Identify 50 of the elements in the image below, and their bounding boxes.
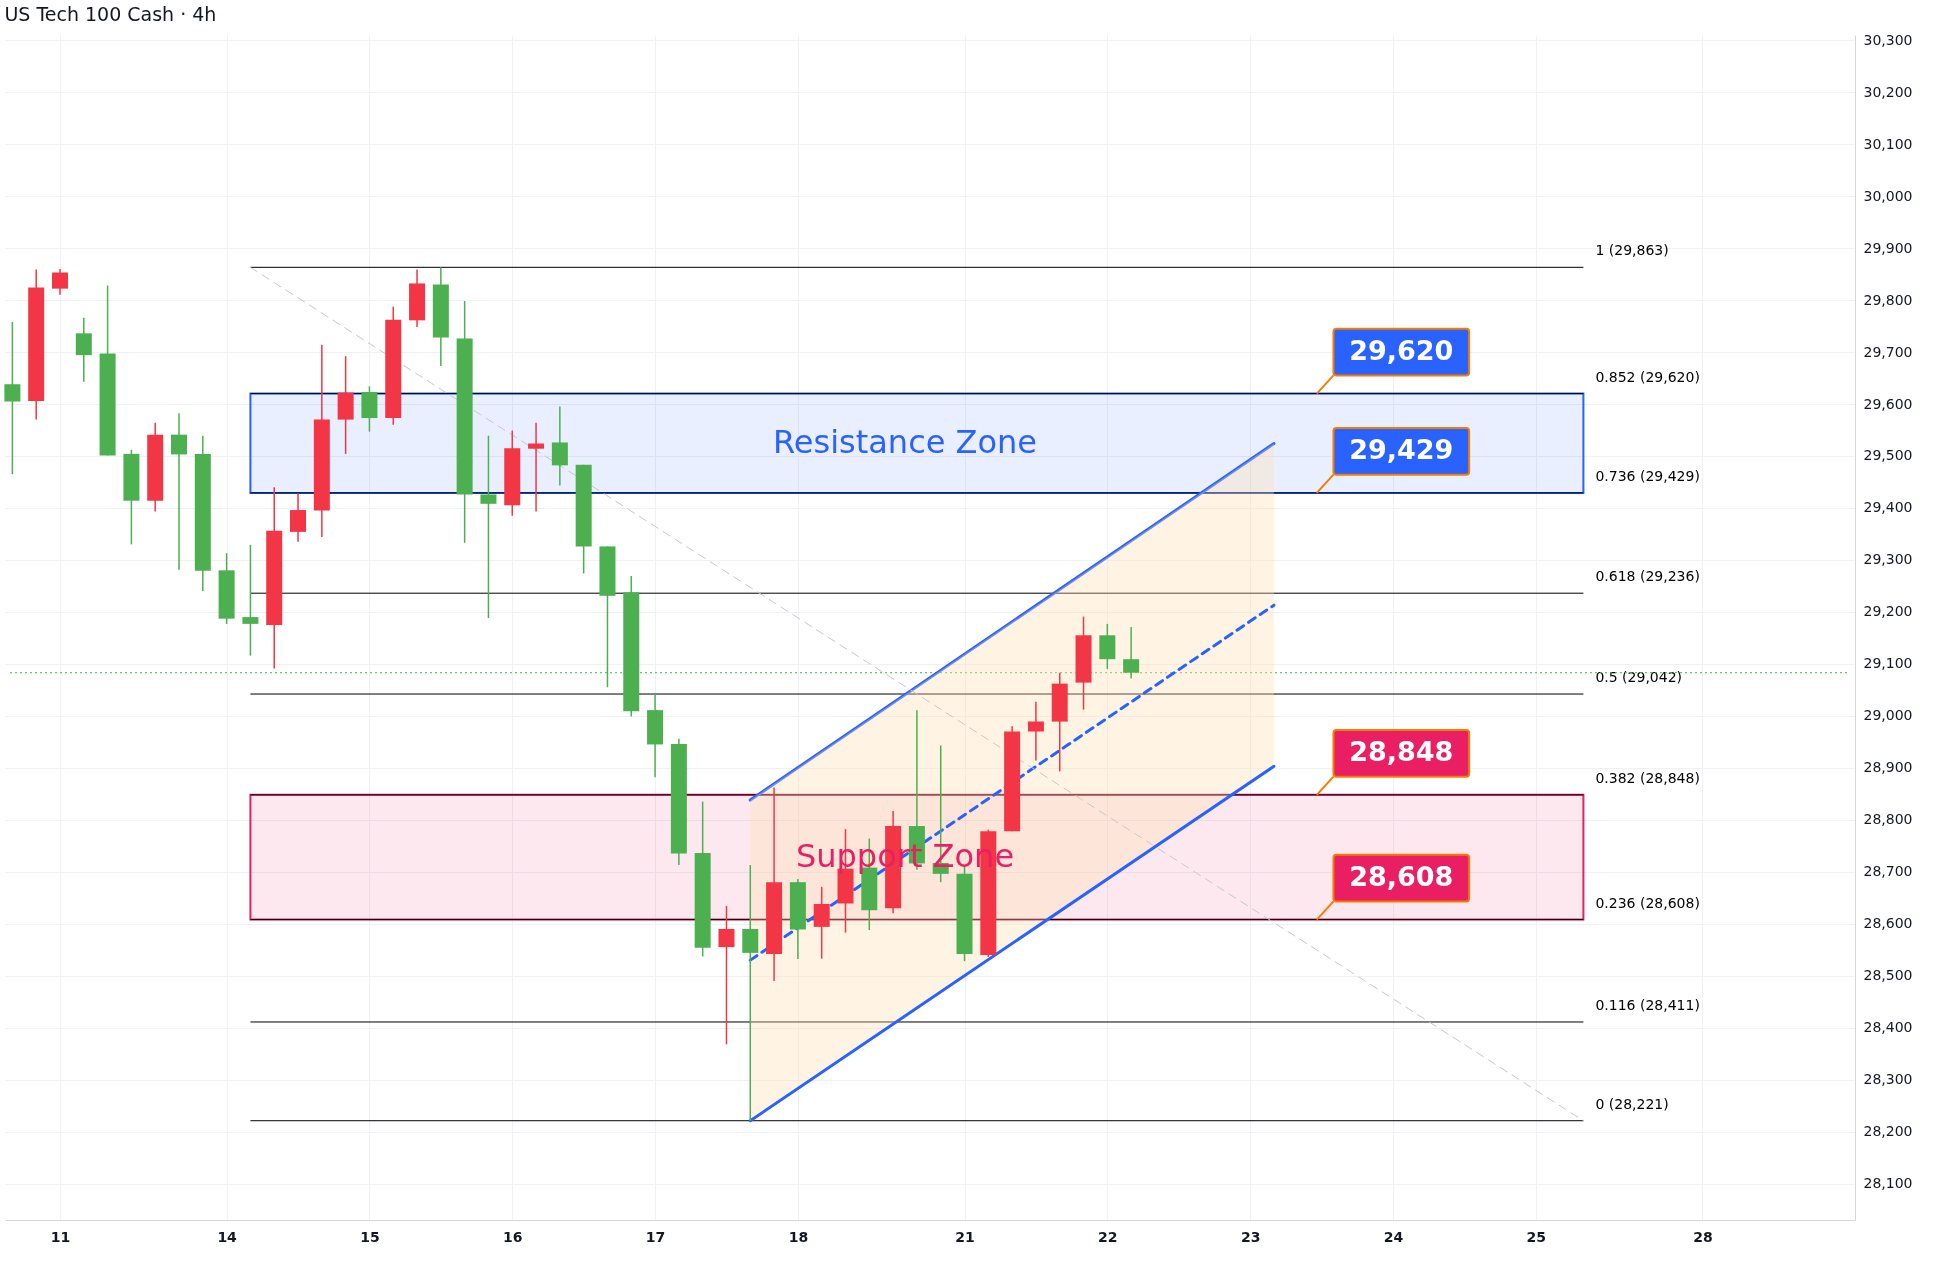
x-tick-label: 16 (503, 1228, 523, 1245)
y-tick-label: 28,500 (1863, 967, 1913, 984)
y-tick-label: 29,300 (1863, 551, 1913, 568)
annotation: 28,608 (1349, 861, 1454, 893)
y-tick-label: 28,600 (1863, 915, 1913, 932)
ref-line-label: 0.852 (29,620) (1595, 368, 1700, 385)
y-tick-label: 28,400 (1863, 1019, 1913, 1036)
y-tick-label: 29,700 (1863, 343, 1913, 360)
band-label: Resistance Zone (772, 423, 1038, 462)
ref-line-label: 0.5 (29,042) (1595, 669, 1683, 686)
x-tick-label: 17 (645, 1228, 666, 1245)
ref-line-label: 0.618 (29,236) (1595, 568, 1700, 585)
y-tick-label: 29,600 (1863, 395, 1913, 412)
y-tick-label: 29,100 (1863, 655, 1913, 672)
ref-line-label: 0 (28,221) (1595, 1095, 1669, 1112)
x-tick-label: 23 (1240, 1228, 1261, 1245)
x-tick-label: 15 (360, 1228, 380, 1245)
ref-line-label: 1 (29,863) (1595, 242, 1669, 259)
y-tick-label: 29,800 (1863, 291, 1913, 308)
y-tick-label: 28,900 (1863, 759, 1913, 776)
y-tick-label: 29,500 (1863, 447, 1913, 464)
y-tick-label: 28,300 (1863, 1071, 1913, 1088)
x-tick-label: 24 (1383, 1228, 1404, 1245)
x-tick-label: 25 (1526, 1228, 1547, 1245)
x-tick-label: 28 (1693, 1228, 1713, 1245)
y-tick-label: 29,200 (1863, 603, 1913, 620)
y-tick-label: 28,800 (1863, 811, 1913, 828)
ref-line-label: 0.236 (28,608) (1595, 894, 1700, 911)
y-tick-label: 30,100 (1863, 135, 1913, 152)
y-tick-label: 29,900 (1863, 239, 1913, 256)
ref-line-label: 0.382 (28,848) (1595, 769, 1700, 786)
ref-line-label: 0.116 (28,411) (1595, 996, 1700, 1013)
y-tick-label: 29,400 (1863, 499, 1913, 516)
annotation: 29,429 (1349, 434, 1454, 466)
y-tick-label: 28,200 (1863, 1123, 1913, 1140)
y-tick-label: 29,000 (1863, 707, 1913, 724)
annotation: 29,620 (1349, 335, 1454, 367)
y-tick-label: 28,700 (1863, 863, 1913, 880)
y-tick-label: 30,300 (1863, 31, 1913, 48)
x-tick-label: 14 (217, 1228, 238, 1245)
y-tick-label: 28,100 (1863, 1175, 1913, 1192)
ref-line-label: 0.736 (29,429) (1595, 467, 1700, 484)
x-tick-label: 11 (50, 1228, 71, 1245)
x-tick-label: 21 (955, 1228, 975, 1245)
y-tick-label: 30,200 (1863, 83, 1913, 100)
x-tick-label: 22 (1098, 1228, 1118, 1245)
y-tick-label: 30,000 (1863, 187, 1913, 204)
chart-title: US Tech 100 Cash · 4h (4, 3, 217, 26)
x-tick-label: 18 (788, 1228, 809, 1245)
annotation: 28,848 (1349, 736, 1454, 768)
